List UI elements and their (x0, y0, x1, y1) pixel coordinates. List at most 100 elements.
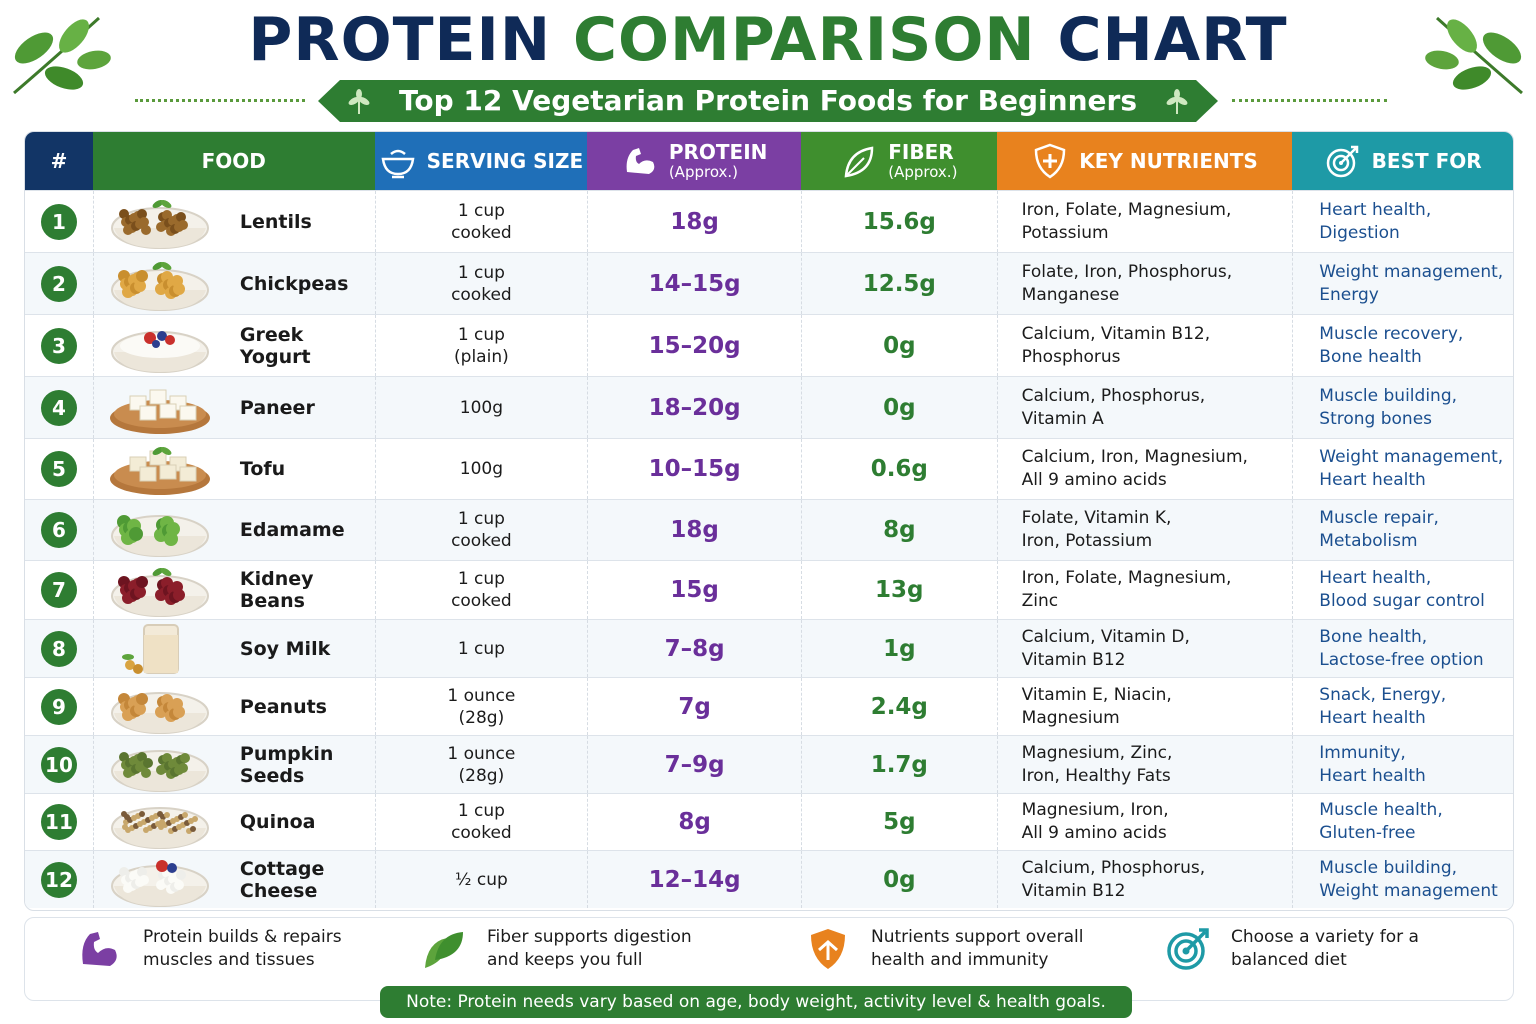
yogurt-bowl-icon (110, 330, 209, 373)
column-label: SERVING SIZE (426, 149, 584, 173)
tip-text: Choose a variety for a balanced diet (1231, 927, 1419, 970)
dotted-divider (1232, 99, 1387, 103)
tip-text: Fiber supports digestion and keeps you f… (487, 927, 692, 970)
key-nutrients-cell: Calcium, Vitamin D, Vitamin B12 (996, 620, 1293, 677)
fiber-cell: 5g (800, 794, 997, 850)
row-number-badge: 11 (40, 804, 77, 840)
column-label: FIBER (888, 140, 954, 164)
sprig-icon (348, 89, 370, 114)
table-row: 12 Cottage Cheese ½ cup 12–14g 0g Calcium, Ph… (25, 850, 1513, 908)
food-cell: Quinoa (92, 794, 375, 850)
food-cell: Edamame (92, 500, 375, 560)
row-number-cell: 8 (25, 620, 93, 677)
fiber-cell: 1.7g (800, 736, 997, 793)
chickpeas-bowl-icon (110, 261, 209, 311)
leaf-icon (425, 932, 463, 968)
food-cell: Tofu (92, 439, 375, 499)
row-number-cell: 2 (25, 253, 93, 314)
table-row: 6 Edamame 1 cup cooked 18g 8g Folate, Vitamin… (25, 499, 1513, 560)
fiber-cell: 12.5g (800, 253, 997, 314)
serving-size-cell: 100g (374, 377, 588, 438)
food-cell: Greek Yogurt (92, 315, 375, 376)
protein-cell: 8g (587, 794, 801, 850)
column-header-number: # (25, 132, 93, 190)
leaf-branch-icon (1425, 16, 1523, 95)
page-title: PROTEIN COMPARISON CHART (0, 4, 1536, 76)
subtitle-ribbon: Top 12 Vegetarian Protein Foods for Begi… (318, 80, 1218, 122)
food-cell: Kidney Beans (92, 561, 375, 619)
key-nutrients-cell: Folate, Vitamin K, Iron, Potassium (996, 500, 1293, 560)
key-nutrients-cell: Magnesium, Iron, All 9 amino acids (996, 794, 1293, 850)
subtitle-text: Top 12 Vegetarian Protein Foods for Begi… (399, 84, 1137, 117)
shield-icon (811, 929, 845, 969)
fiber-cell: 0g (800, 315, 997, 376)
tips-panel: Protein builds & repairs muscles and tis… (24, 917, 1514, 1001)
table-row: 5 Tofu 100g 10–15g 0.6g Calcium, Iron, Magnes… (25, 438, 1513, 499)
column-header-best-for: BEST FOR (1292, 132, 1513, 190)
food-name: Soy Milk (239, 637, 331, 660)
row-number-cell: 3 (25, 315, 93, 376)
fiber-cell: 0g (800, 851, 997, 908)
food-cell: Paneer (92, 377, 375, 438)
fiber-cell: 0g (800, 377, 997, 438)
food-name: Cottage Cheese (239, 857, 325, 902)
best-for-cell: Immunity, Heart health (1292, 736, 1513, 793)
table-header: # FOOD SERVING SIZE PROTEIN (Approx.) FIB… (25, 132, 1513, 190)
shield-plus-icon (1034, 143, 1066, 179)
table-row: 1 Lentils 1 cup cooked 18g 15.6g Iron, Folate… (25, 190, 1513, 252)
table-row: 9 Peanuts 1 ounce (28g) 7g 2.4g Vitamin E, Ni… (25, 677, 1513, 735)
tip-text: Protein builds & repairs muscles and tis… (143, 927, 342, 970)
food-name: Greek Yogurt (239, 323, 311, 368)
table-row: 4 Paneer 100g 18–20g 0g Calcium, Phosphorus, … (25, 376, 1513, 438)
protein-cell: 10–15g (587, 439, 801, 499)
food-name: Tofu (239, 458, 286, 480)
row-number-badge: 3 (40, 327, 77, 364)
note-banner: Note: Protein needs vary based on age, b… (380, 986, 1132, 1018)
kidney-beans-bowl-icon (110, 568, 209, 617)
column-label: BEST FOR (1371, 149, 1482, 173)
column-label: KEY NUTRIENTS (1079, 149, 1258, 173)
protein-cell: 7–8g (587, 620, 801, 677)
table-row: 10 Pumpkin Seeds 1 ounce (28g) 7–9g 1.7g Magn… (25, 735, 1513, 793)
serving-size-cell: 1 ounce (28g) (374, 678, 588, 735)
row-number-cell: 11 (25, 794, 93, 850)
lentils-bowl-icon (110, 199, 209, 249)
leaf-branch-icon (13, 16, 111, 95)
row-number-badge: 9 (40, 688, 77, 725)
table-row: 11 Quinoa 1 cup cooked 8g 5g Magnesium, Iron,… (25, 793, 1513, 850)
column-label: # (50, 149, 68, 173)
protein-cell: 18g (587, 500, 801, 560)
food-cell: Soy Milk (92, 620, 375, 677)
serving-size-cell: 1 cup cooked (374, 500, 588, 560)
food-cell: Pumpkin Seeds (92, 736, 375, 793)
food-cell: Chickpeas (92, 253, 375, 314)
fiber-cell: 15.6g (800, 191, 997, 252)
tip-variety: Choose a variety for a balanced diet (1165, 926, 1419, 972)
edamame-bowl-icon (110, 515, 209, 557)
food-cell: Cottage Cheese (92, 851, 375, 908)
protein-cell: 15g (587, 561, 801, 619)
fiber-cell: 8g (800, 500, 997, 560)
key-nutrients-cell: Calcium, Vitamin B12, Phosphorus (996, 315, 1293, 376)
table-row: 3 Greek Yogurt 1 cup (plain) 15–20g 0g Calciu… (25, 314, 1513, 376)
food-name: Lentils (239, 210, 312, 233)
fiber-cell: 13g (800, 561, 997, 619)
soy-milk-glass-icon (121, 623, 179, 674)
serving-size-cell: 1 cup cooked (374, 561, 588, 619)
food-name: Kidney Beans (239, 568, 314, 612)
row-number-cell: 6 (25, 500, 93, 560)
table-row: 7 Kidney Beans 1 cup cooked 15g 13g Iron, Fol… (25, 560, 1513, 619)
food-name: Paneer (239, 396, 315, 419)
serving-size-cell: 1 cup cooked (374, 191, 588, 252)
food-name: Peanuts (239, 695, 327, 718)
row-number-badge: 2 (40, 265, 77, 302)
row-number-badge: 7 (40, 572, 77, 608)
title-word-comparison: COMPARISON (572, 5, 1036, 75)
tip-protein: Protein builds & repairs muscles and tis… (77, 926, 342, 972)
row-number-cell: 10 (25, 736, 93, 793)
tip-fiber: Fiber supports digestion and keeps you f… (421, 926, 692, 972)
protein-cell: 7g (587, 678, 801, 735)
row-number-badge: 1 (40, 203, 77, 240)
row-number-badge: 10 (40, 746, 77, 783)
food-name: Edamame (239, 519, 345, 541)
